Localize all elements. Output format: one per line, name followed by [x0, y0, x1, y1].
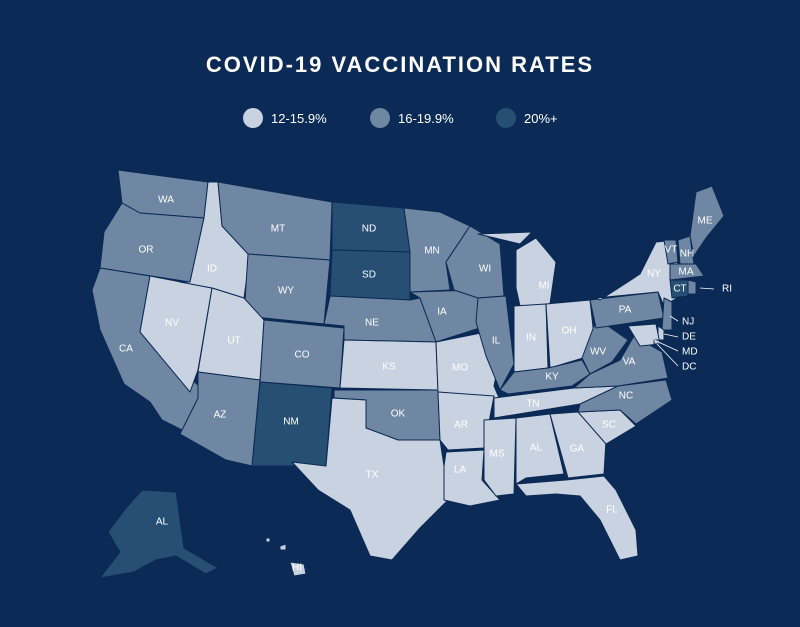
- legend-label-low: 12-15.9%: [271, 110, 327, 126]
- state-label-ms: MS: [490, 449, 505, 460]
- state-shapes: [91, 169, 725, 579]
- state-label-in: IN: [526, 333, 536, 344]
- state-label-mn: MN: [424, 246, 440, 257]
- state-ak: [99, 489, 219, 579]
- state-label-vt: VT: [665, 245, 678, 256]
- state-label-ut: UT: [227, 336, 240, 347]
- state-label-la: LA: [454, 465, 467, 476]
- state-va: [573, 335, 669, 389]
- state-nm: [251, 381, 333, 467]
- state-label-ok: OK: [391, 409, 406, 420]
- state-label-mi: MI: [538, 281, 549, 292]
- state-label-ma: MA: [679, 267, 694, 278]
- state-fl: [515, 475, 639, 561]
- state-label-nh: NH: [680, 249, 694, 260]
- state-label-sc: SC: [602, 420, 616, 431]
- legend-label-high: 20%+: [524, 110, 558, 126]
- leader-line-md: [653, 339, 679, 352]
- state-label-nd: ND: [362, 224, 376, 235]
- state-label-wy: WY: [278, 286, 294, 297]
- legend-swatch-mid: [370, 108, 390, 128]
- state-vt: [663, 239, 679, 265]
- state-label-ar: AR: [454, 420, 468, 431]
- state-label-sd: SD: [362, 270, 376, 281]
- legend-swatch-high: [496, 108, 516, 128]
- state-al: [515, 413, 565, 485]
- state-label-wi: WI: [479, 264, 491, 275]
- state-label-ca: CA: [119, 344, 133, 355]
- state-label-ny: NY: [647, 269, 661, 280]
- state-label-al: AL: [530, 443, 543, 454]
- state-label-ky: KY: [545, 372, 559, 383]
- state-ma: [669, 263, 705, 281]
- state-label-wa: WA: [158, 195, 174, 206]
- state-label-ia: IA: [437, 307, 447, 318]
- state-label-nm: NM: [283, 417, 299, 428]
- state-me: [689, 185, 725, 257]
- state-label-tx: TX: [366, 470, 379, 481]
- legend-item-mid: 16-19.9%: [370, 108, 454, 128]
- state-label-tn: TN: [526, 399, 539, 410]
- map-title: COVID-19 VACCINATION RATES: [205, 52, 595, 77]
- state-label-dc: DC: [682, 362, 696, 373]
- state-label-de: DE: [682, 332, 696, 343]
- state-md: [627, 323, 661, 347]
- state-label-fl: FL: [606, 505, 618, 516]
- state-label-pa: PA: [619, 305, 632, 316]
- leader-line-nj: [669, 315, 679, 322]
- state-label-me: ME: [698, 216, 713, 227]
- state-ri: [687, 279, 697, 295]
- state-label-nc: NC: [619, 391, 633, 402]
- state-label-wv: WV: [590, 347, 606, 358]
- state-nj: [661, 297, 673, 331]
- state-label-ks: KS: [382, 362, 396, 373]
- state-label-ak: AL: [156, 517, 169, 528]
- legend-item-high: 20%+: [496, 108, 558, 128]
- state-label-il: IL: [492, 336, 501, 347]
- state-label-oh: OH: [562, 326, 577, 337]
- legend: 12-15.9% 16-19.9% 20%+: [0, 108, 800, 132]
- legend-item-low: 12-15.9%: [243, 108, 327, 128]
- state-label-ga: GA: [570, 444, 585, 455]
- state-label-md: MD: [682, 347, 698, 358]
- state-labels: WA OR CA NV ID MT WY UT AZ CO NM ND SD NE KS OK TX MN IA MO…: [119, 195, 732, 574]
- state-label-or: OR: [139, 245, 154, 256]
- leader-line-ri: [699, 287, 715, 290]
- state-ms: [483, 417, 517, 497]
- state-label-mt: MT: [271, 224, 285, 235]
- leader-line-de: [663, 333, 679, 338]
- state-label-ct: CT: [673, 284, 686, 295]
- legend-swatch-low: [243, 108, 263, 128]
- state-label-az: AZ: [214, 410, 227, 421]
- state-label-ri: RI: [722, 284, 732, 295]
- state-label-id: ID: [207, 264, 217, 275]
- state-mn: [403, 207, 471, 293]
- state-label-va: VA: [623, 357, 636, 368]
- leader-line-dc: [656, 343, 679, 367]
- state-wv: [581, 325, 629, 375]
- state-label-ne: NE: [365, 318, 379, 329]
- state-label-co: CO: [295, 350, 310, 361]
- state-hi: [265, 537, 307, 577]
- state-label-nj: NJ: [682, 317, 694, 328]
- state-label-mo: MO: [452, 363, 468, 374]
- legend-label-mid: 16-19.9%: [398, 110, 454, 126]
- state-tx: [291, 397, 449, 561]
- state-ar: [437, 391, 495, 451]
- state-ct: [669, 279, 689, 299]
- state-label-hi: HI: [292, 563, 302, 574]
- state-label-nv: NV: [165, 318, 179, 329]
